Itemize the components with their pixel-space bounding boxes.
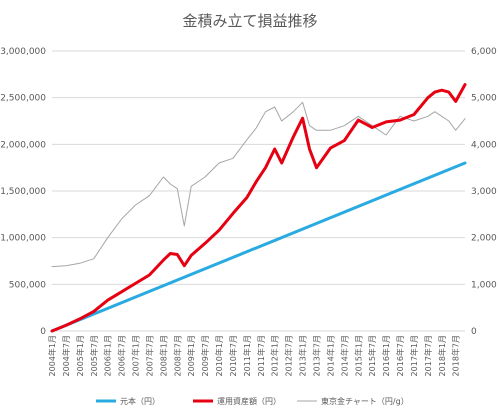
legend-label: 元本（円） [120,396,160,406]
x-tick-label: 2007年7月 [144,335,154,376]
series-line-1 [50,83,467,333]
x-tick-label: 2017年1月 [409,335,419,376]
left-tick-label: 0 [40,327,46,337]
x-tick-label: 2009年7月 [200,335,210,376]
x-tick-label: 2012年7月 [284,335,294,376]
x-tick-label: 2016年7月 [395,335,405,376]
x-tick-label: 2011年1月 [242,335,252,376]
right-axis-ticks: 0 1,000 2,000 3,000 4,000 5,000 6,000 [471,47,497,337]
left-tick-label: 3,000,000 [0,47,46,57]
x-tick-label: 2013年1月 [298,335,308,376]
x-tick-label: 2010年7月 [228,335,238,376]
left-tick-label: 1,500,000 [0,187,46,197]
right-tick-label: 1,000 [471,280,497,290]
legend: 元本（円） 運用資産額（円） 東京金チャート（円/g） [96,396,409,406]
x-tick-label: 2016年1月 [381,335,391,376]
x-tick-label: 2017年7月 [423,335,433,376]
chart-title: 金積み立て損益推移 [182,12,317,30]
x-tick-label: 2015年1月 [353,335,363,376]
x-tick-label: 2007年1月 [131,335,141,376]
left-tick-label: 2,500,000 [0,94,46,104]
x-tick-label: 2006年1月 [103,335,113,376]
x-tick-label: 2005年7月 [89,335,99,376]
x-tick-label: 2015年7月 [367,335,377,376]
x-tick-label: 2008年7月 [172,335,182,376]
x-tick-label: 2014年7月 [339,335,349,376]
gridlines [52,50,465,332]
x-tick-label: 2005年1月 [75,335,85,376]
left-tick-label: 1,000,000 [0,234,46,244]
right-tick-label: 0 [471,327,477,337]
right-tick-label: 5,000 [471,94,497,104]
series-lines [50,83,467,333]
right-tick-label: 6,000 [471,47,497,57]
left-tick-label: 2,000,000 [0,140,46,150]
x-tick-label: 2008年1月 [158,335,168,376]
legend-label: 東京金チャート（円/g） [321,396,409,406]
x-tick-label: 2006年7月 [117,335,127,376]
right-tick-label: 3,000 [471,187,497,197]
x-tick-label: 2004年7月 [61,335,71,376]
x-tick-label: 2018年7月 [451,335,461,376]
left-tick-label: 500,000 [9,280,46,290]
right-tick-label: 2,000 [471,234,497,244]
series-line-0 [50,161,467,333]
x-axis-ticks: 2004年1月 2004年7月 2005年1月 2005年7月 2006年1月 2006年… [47,335,461,376]
x-tick-label: 2009年1月 [186,335,196,376]
x-tick-label: 2013年7月 [312,335,322,376]
left-axis-ticks: 0 500,000 1,000,000 1,500,000 2,000,000 2,500… [0,47,46,337]
x-tick-label: 2004年1月 [47,335,57,376]
legend-label: 運用資産額（円） [217,396,281,406]
x-tick-label: 2018年1月 [437,335,447,376]
x-tick-label: 2011年7月 [256,335,266,376]
x-tick-label: 2014年1月 [325,335,335,376]
right-tick-label: 4,000 [471,140,497,150]
x-tick-label: 2010年1月 [214,335,224,376]
series-line-2 [51,101,466,268]
x-tick-label: 2012年1月 [270,335,280,376]
